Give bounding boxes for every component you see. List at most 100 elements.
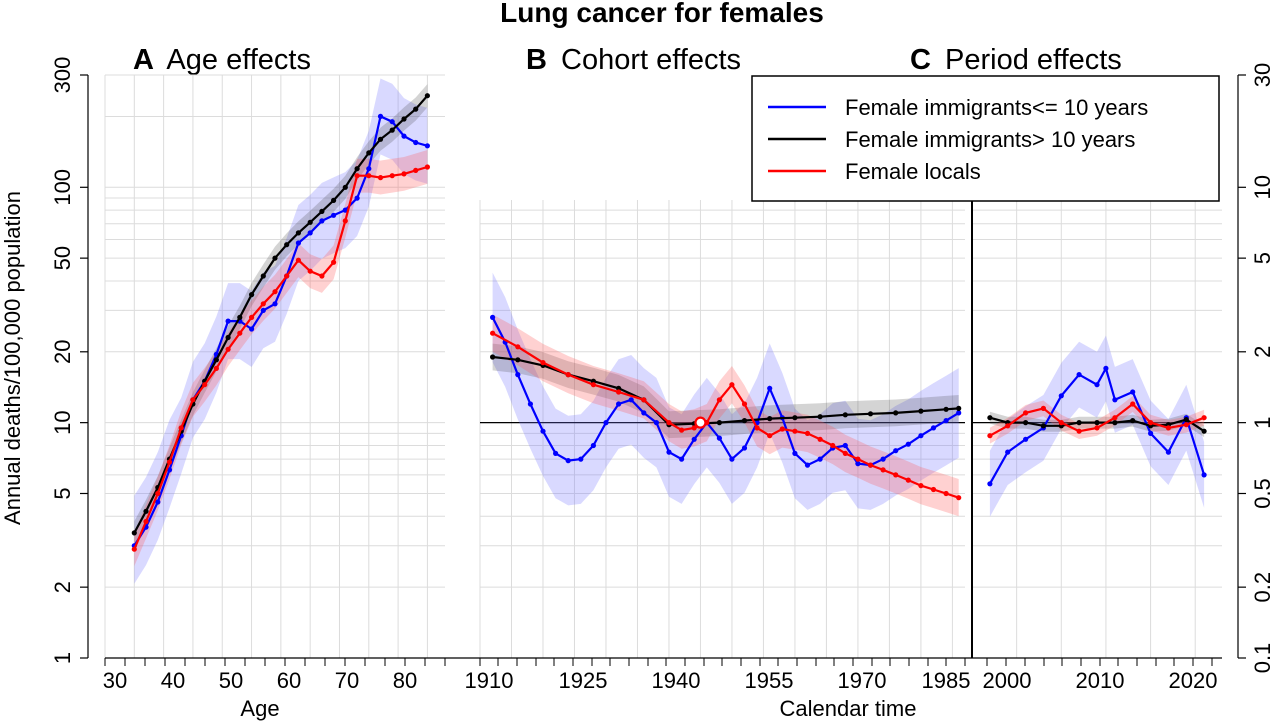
data-point-locals: [754, 425, 760, 431]
data-point-immigrants-long: [893, 410, 899, 416]
x-tick-label: 1940: [652, 668, 701, 693]
y-tick-label: 50: [50, 246, 75, 270]
data-point-locals: [1112, 415, 1118, 421]
data-point-immigrants-short: [679, 456, 685, 462]
data-point-immigrants-short: [893, 448, 899, 454]
data-point-immigrants-short: [653, 420, 660, 426]
y-tick-label: 5: [1250, 252, 1275, 264]
x-tick-label: 60: [277, 668, 301, 693]
data-point-locals: [893, 472, 899, 478]
data-point-locals: [987, 433, 993, 439]
data-point-locals: [295, 257, 301, 263]
x-tick-label: 1910: [465, 668, 514, 693]
data-point-immigrants-long: [1130, 418, 1136, 424]
y-tick-label: 10: [1250, 175, 1275, 199]
data-point-immigrants-long: [413, 106, 419, 112]
data-point-locals: [342, 218, 348, 224]
data-point-locals: [1094, 425, 1100, 431]
legend-label-immigrants-short: Female immigrants<= 10 years: [845, 95, 1148, 120]
x-tick-label: 30: [103, 668, 127, 693]
data-point-locals: [641, 397, 647, 403]
data-point-locals: [166, 459, 173, 465]
data-point-immigrants-short: [225, 318, 231, 324]
panel-b-label: Cohort effects: [561, 44, 741, 76]
data-point-immigrants-short: [855, 461, 861, 467]
data-point-immigrants-long: [319, 208, 325, 214]
data-point-locals: [413, 167, 419, 173]
data-point-immigrants-short: [401, 133, 407, 139]
data-point-locals: [515, 344, 521, 350]
data-point-immigrants-short: [930, 425, 937, 431]
data-point-immigrants-short: [767, 385, 773, 391]
data-point-locals: [284, 273, 290, 279]
data-point-immigrants-short: [424, 143, 430, 149]
data-point-immigrants-short: [1005, 449, 1011, 455]
data-point-immigrants-short: [1076, 372, 1082, 378]
data-point-immigrants-long: [867, 411, 874, 417]
data-point-immigrants-short: [956, 410, 962, 416]
data-point-locals: [131, 546, 137, 552]
data-point-immigrants-long: [354, 166, 360, 172]
data-point-locals: [590, 382, 597, 388]
data-point-locals: [377, 175, 384, 181]
data-point-immigrants-short: [918, 433, 924, 439]
panel-c-title: C Period effects: [910, 44, 1122, 76]
data-point-immigrants-short: [817, 456, 823, 462]
data-point-locals: [237, 330, 243, 336]
data-point-immigrants-long: [490, 354, 496, 360]
data-point-immigrants-short: [1058, 393, 1064, 399]
data-point-immigrants-short: [366, 166, 372, 172]
x-tick-label: 2000: [983, 668, 1032, 693]
data-point-immigrants-long: [956, 405, 962, 411]
x-axis-label-calendar: Calendar time: [780, 696, 917, 721]
data-point-locals: [272, 289, 278, 295]
x-tick-label: 40: [161, 668, 185, 693]
data-point-immigrants-long: [225, 334, 231, 341]
data-point-immigrants-short: [155, 499, 161, 505]
data-point-locals: [767, 433, 773, 439]
x-tick-label: 80: [393, 668, 417, 693]
legend-label-locals: Female locals: [845, 159, 981, 184]
data-point-immigrants-long: [918, 408, 924, 414]
data-point-locals: [804, 430, 811, 436]
data-point-immigrants-long: [389, 127, 395, 133]
data-point-immigrants-long: [987, 415, 993, 421]
data-point-locals: [225, 346, 231, 352]
data-point-immigrants-long: [1076, 420, 1082, 426]
data-point-locals: [319, 273, 325, 279]
data-point-immigrants-short: [527, 401, 534, 407]
data-point-immigrants-short: [1112, 397, 1118, 403]
data-point-immigrants-long: [1201, 428, 1207, 434]
data-point-immigrants-short: [1094, 382, 1100, 388]
data-point-locals: [679, 427, 685, 433]
data-point-immigrants-short: [792, 450, 798, 456]
data-point-immigrants-short: [691, 436, 697, 442]
data-point-immigrants-short: [741, 445, 748, 451]
x-tick-label: 1955: [745, 668, 794, 693]
y-tick-label: 10: [50, 410, 75, 434]
data-point-locals: [1201, 415, 1207, 421]
data-point-locals: [202, 382, 208, 388]
x-axis-label-age: Age: [240, 696, 279, 721]
x-tick-label: 2020: [1169, 668, 1218, 693]
panel-c-letter: C: [910, 44, 931, 76]
data-point-locals: [716, 397, 723, 403]
data-point-immigrants-short: [578, 456, 584, 462]
y-tick-label: 20: [50, 340, 75, 364]
data-point-locals: [1040, 405, 1046, 411]
panel-a-label: Age effects: [166, 44, 311, 76]
data-point-locals: [178, 425, 184, 431]
data-point-immigrants-short: [515, 372, 521, 378]
data-point-locals: [867, 462, 874, 468]
data-point-immigrants-short: [1023, 436, 1029, 442]
y-tick-label: 1: [50, 652, 75, 664]
data-point-locals: [855, 456, 861, 462]
y-axis-label: Annual deaths/100,000 population: [0, 191, 25, 525]
data-point-immigrants-long: [842, 412, 848, 418]
data-point-locals: [1130, 401, 1136, 407]
data-point-immigrants-short: [905, 441, 911, 447]
data-point-immigrants-long: [767, 416, 773, 422]
data-point-immigrants-long: [515, 357, 521, 363]
y-tick-label: 0.5: [1250, 478, 1275, 509]
